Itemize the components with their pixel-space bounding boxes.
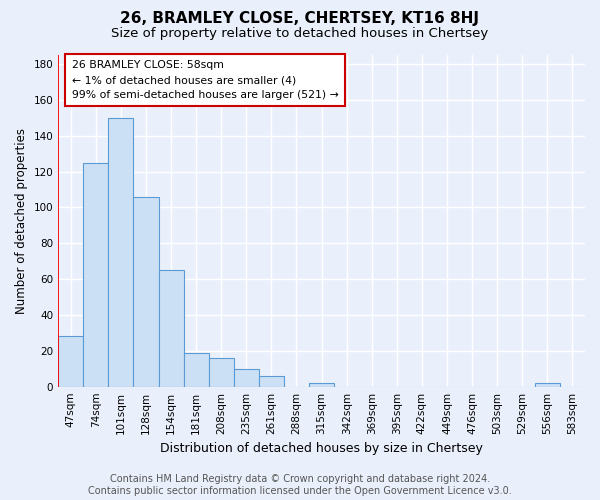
Bar: [184, 352, 209, 386]
Text: Size of property relative to detached houses in Chertsey: Size of property relative to detached ho…: [112, 28, 488, 40]
Bar: [58, 336, 83, 386]
Bar: [109, 118, 133, 386]
Bar: [209, 358, 234, 386]
Text: 26 BRAMLEY CLOSE: 58sqm
← 1% of detached houses are smaller (4)
99% of semi-deta: 26 BRAMLEY CLOSE: 58sqm ← 1% of detached…: [72, 60, 339, 100]
Text: Contains HM Land Registry data © Crown copyright and database right 2024.
Contai: Contains HM Land Registry data © Crown c…: [88, 474, 512, 496]
X-axis label: Distribution of detached houses by size in Chertsey: Distribution of detached houses by size …: [160, 442, 483, 455]
Bar: [259, 376, 284, 386]
Bar: [83, 162, 109, 386]
Bar: [535, 383, 560, 386]
Bar: [158, 270, 184, 386]
Bar: [234, 369, 259, 386]
Bar: [309, 383, 334, 386]
Text: 26, BRAMLEY CLOSE, CHERTSEY, KT16 8HJ: 26, BRAMLEY CLOSE, CHERTSEY, KT16 8HJ: [121, 11, 479, 26]
Bar: [133, 196, 158, 386]
Y-axis label: Number of detached properties: Number of detached properties: [15, 128, 28, 314]
